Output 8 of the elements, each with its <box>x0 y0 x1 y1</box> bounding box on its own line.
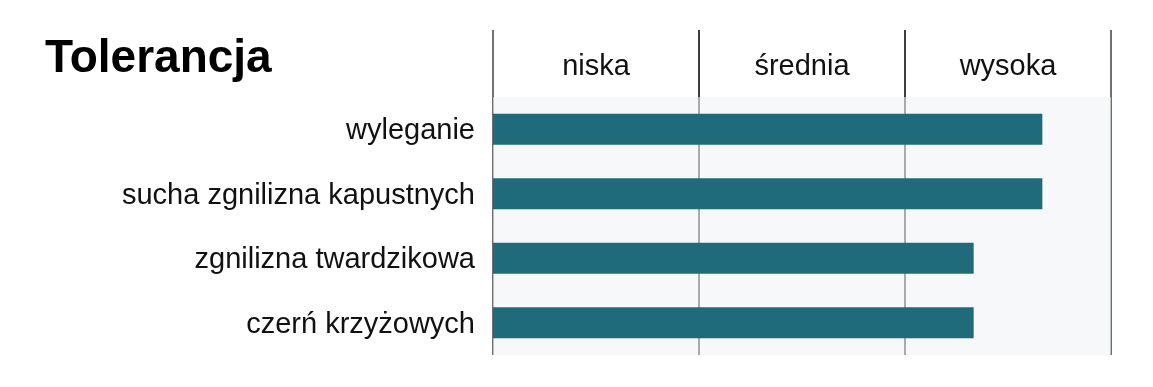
chart-title: Tolerancja <box>45 30 273 82</box>
y-tick-label: wyleganie <box>345 113 475 146</box>
band-label: niska <box>562 48 631 81</box>
y-tick-label: sucha zgnilizna kapustnych <box>121 177 475 210</box>
band-label: wysoka <box>958 48 1058 81</box>
band-label: średnia <box>754 48 851 81</box>
y-tick-label: zgnilizna twardzikowa <box>194 242 476 275</box>
y-tick-label: czerń krzyżowych <box>246 306 475 339</box>
